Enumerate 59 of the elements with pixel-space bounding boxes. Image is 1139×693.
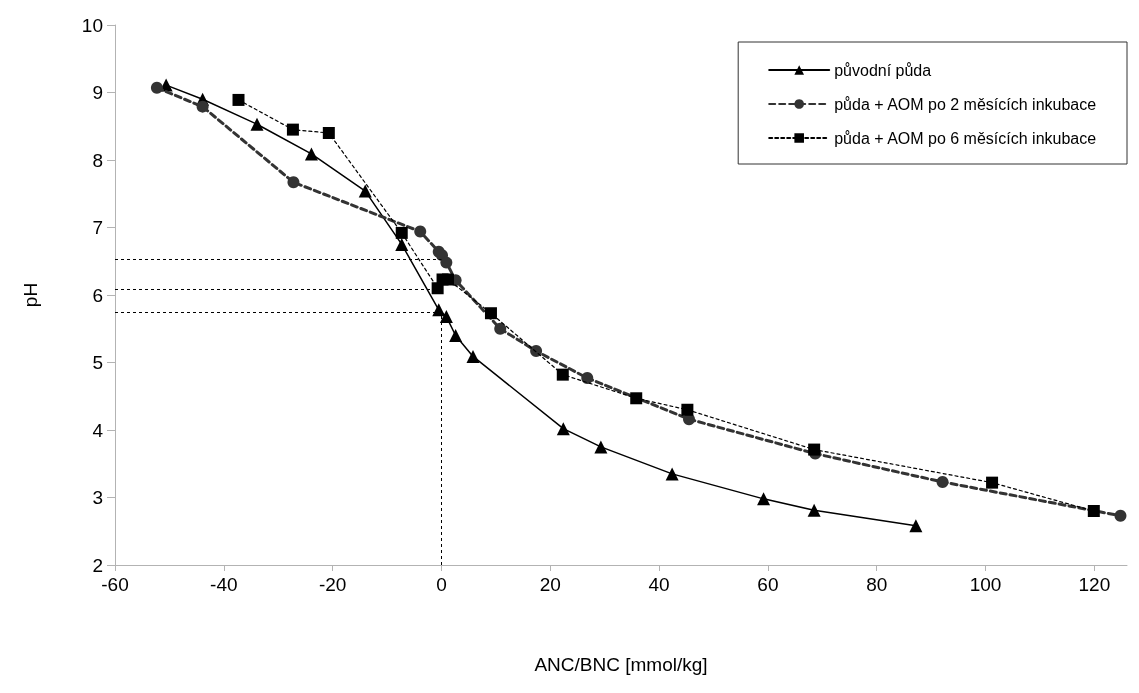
point: [936, 475, 949, 488]
x-tick-label: 20: [539, 574, 561, 595]
point: [286, 123, 299, 136]
point: [1114, 509, 1127, 522]
point: [196, 100, 209, 113]
point: [358, 184, 372, 198]
x-tick-label: -40: [210, 574, 238, 595]
point: [250, 117, 264, 131]
point: [807, 503, 821, 517]
y-tick-label: 7: [92, 217, 103, 238]
point: [665, 467, 679, 481]
x-tick-label: 120: [1078, 574, 1111, 595]
y-tick-label: 2: [92, 554, 103, 576]
point: [757, 492, 771, 506]
y-tick-label: 9: [92, 82, 103, 103]
y-tick-label: 10: [81, 14, 103, 36]
point: [484, 307, 497, 320]
point: [395, 226, 408, 239]
x-tick-label: 80: [866, 574, 888, 595]
point: [439, 310, 453, 324]
point: [630, 392, 643, 405]
legend-label: půda + AOM po 2 měsících inkubace: [834, 95, 1097, 113]
point: [449, 329, 463, 342]
point: [440, 256, 453, 269]
y-axis-title: pH: [20, 282, 41, 308]
point: [414, 225, 427, 238]
point: [441, 273, 454, 286]
point: [322, 127, 335, 139]
point: [581, 372, 594, 385]
point: [1087, 505, 1100, 517]
x-tick-label: -20: [318, 574, 347, 595]
point: [556, 422, 570, 436]
x-tick-label: 100: [969, 574, 1002, 595]
point: [681, 403, 694, 416]
x-axis-title: ANC/BNC [mmol/kg]: [534, 654, 708, 675]
point: [808, 443, 821, 456]
y-tick-label: 4: [92, 419, 104, 441]
y-tick-label: 6: [92, 284, 103, 306]
x-tick-label: 0: [436, 574, 447, 595]
point: [594, 440, 608, 454]
point: [232, 93, 245, 106]
y-tick-label: 5: [92, 352, 103, 373]
point: [395, 237, 409, 251]
x-tick-label: 60: [757, 574, 779, 595]
y-tick-label: 3: [92, 487, 103, 508]
legend-label: původní půda: [834, 61, 932, 79]
point: [494, 322, 507, 335]
point: [150, 81, 163, 94]
point: [287, 176, 300, 189]
point: [304, 147, 318, 161]
point: [909, 519, 923, 533]
point: [466, 349, 480, 363]
x-tick-label: -60: [101, 574, 129, 595]
point: [556, 368, 569, 381]
legend-label: půda + AOM po 6 měsících inkubace: [834, 129, 1097, 147]
point: [530, 345, 543, 358]
point: [986, 476, 999, 489]
x-tick-label: 40: [648, 574, 670, 595]
y-tick-label: 8: [92, 149, 103, 171]
